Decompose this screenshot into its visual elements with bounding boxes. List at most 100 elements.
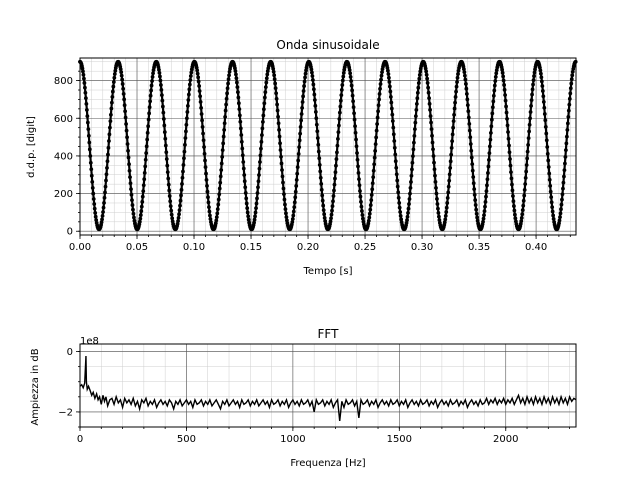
sine-point	[356, 164, 360, 169]
sine-point	[205, 184, 209, 188]
sine-point	[218, 180, 223, 185]
sine-point	[290, 217, 295, 221]
sine-point	[126, 155, 131, 160]
sine-point	[258, 160, 262, 164]
sine-xtick-label: 0.05	[126, 242, 148, 253]
sine-point	[333, 176, 337, 181]
sine-point	[393, 159, 398, 164]
sine-point	[501, 78, 506, 83]
sine-point	[303, 71, 308, 76]
sine-point	[102, 195, 107, 200]
sine-point	[182, 156, 186, 161]
sine-point	[109, 100, 114, 105]
sine-point	[237, 107, 242, 112]
sine-point	[215, 207, 220, 212]
sine-point	[87, 147, 92, 152]
sine-point	[271, 69, 276, 74]
fft-axes-frame	[79, 343, 577, 428]
sine-point	[472, 192, 477, 197]
sine-point	[142, 177, 147, 182]
sine-point	[451, 125, 456, 130]
sine-point	[245, 206, 250, 211]
sine-point	[560, 192, 565, 197]
sine-point	[120, 82, 125, 86]
sine-point	[104, 172, 109, 177]
sine-point	[195, 68, 200, 73]
sine-point	[277, 127, 281, 132]
sine-point	[336, 130, 341, 135]
sine-point	[357, 183, 362, 188]
sine-xtick-label: 0.00	[69, 242, 91, 253]
sine-point	[412, 133, 417, 138]
sine-point	[398, 213, 403, 218]
sine-point	[144, 144, 149, 149]
sine-point	[432, 167, 437, 172]
sine-point	[273, 81, 278, 86]
sine-point	[178, 203, 182, 208]
sine-point	[145, 137, 150, 142]
sine-point	[409, 173, 414, 178]
sine-point	[183, 136, 188, 140]
sine-point	[233, 69, 238, 73]
sine-xtick-label: 0.25	[354, 242, 376, 253]
sine-point	[337, 110, 342, 115]
sine-point	[560, 197, 564, 202]
sine-wave-plot: 0.00 0.05 0.10 0.15 0.20 0.25 0.30 0.35 0.40 0 200…	[26, 38, 578, 277]
sine-point	[370, 187, 375, 192]
sine-point	[348, 71, 353, 76]
sine-point	[119, 70, 124, 75]
sine-point	[243, 191, 248, 195]
sine-point	[205, 189, 210, 194]
sine-point	[366, 218, 371, 223]
sine-point	[332, 182, 337, 187]
sine-point	[240, 146, 245, 151]
sine-point	[531, 82, 535, 87]
sine-point	[262, 101, 267, 106]
sine-point	[416, 85, 421, 90]
sine-point	[185, 110, 190, 114]
sine-point	[385, 66, 390, 70]
sine-point	[276, 114, 280, 119]
sine-point	[483, 199, 488, 204]
sine-point	[512, 204, 516, 208]
sine-point	[338, 104, 343, 109]
sine-point	[456, 68, 461, 73]
sine-point	[241, 166, 246, 171]
sine-point	[376, 109, 380, 114]
sine-point	[180, 182, 184, 186]
fft-xtick-label: 1000	[280, 434, 305, 445]
sine-point	[488, 137, 493, 142]
sine-point	[484, 194, 488, 199]
fft-grid	[79, 344, 576, 428]
sine-point	[437, 218, 442, 222]
sine-point	[369, 192, 374, 197]
fft-ytick-label: 0	[67, 347, 73, 358]
sine-point	[169, 208, 174, 213]
sine-point	[255, 191, 260, 195]
sine-point	[125, 142, 130, 146]
sine-point	[227, 69, 232, 74]
sine-point	[263, 85, 268, 90]
sine-point	[125, 135, 129, 140]
sine-point	[188, 74, 193, 78]
sine-point	[254, 206, 258, 211]
sine-point	[350, 93, 355, 98]
sine-point	[107, 132, 112, 137]
sine-point	[410, 167, 414, 172]
sine-point	[139, 204, 144, 209]
sine-point	[563, 148, 568, 153]
sine-point	[103, 184, 108, 189]
sine-point	[256, 185, 260, 190]
sine-point	[90, 180, 95, 184]
sine-point	[280, 174, 285, 179]
sine-point	[298, 125, 303, 129]
sine-point	[334, 157, 339, 161]
sine-point	[233, 66, 237, 71]
sine-point	[410, 160, 415, 165]
sine-point	[200, 118, 204, 123]
sine-ylabel: d.d.p. [digit]	[26, 116, 37, 178]
sine-point	[566, 114, 571, 119]
sine-point	[322, 215, 327, 220]
sine-point	[359, 204, 364, 209]
